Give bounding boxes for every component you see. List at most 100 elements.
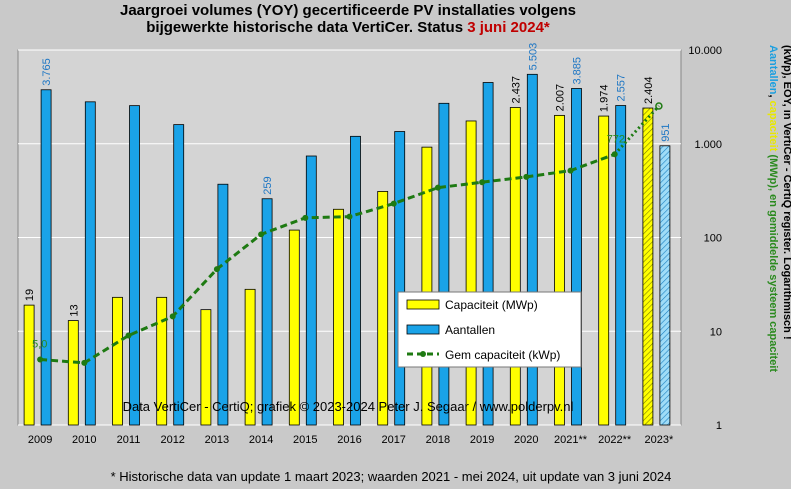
- x-tick-label: 2017: [381, 434, 405, 446]
- count-data-label: 3.885: [572, 57, 584, 85]
- count-bar: [217, 183, 229, 426]
- legend-swatch-avg-marker: [420, 351, 426, 357]
- count-bar: [40, 89, 52, 426]
- count-bar: [173, 124, 185, 426]
- average-capacity-line: [37, 102, 663, 366]
- capacity-bar: [554, 114, 565, 426]
- avg-point: [434, 184, 441, 191]
- legend-label-count: Aantallen: [445, 323, 495, 337]
- avg-point: [302, 214, 309, 221]
- chart-title-date: 3 juni 2024*: [467, 19, 550, 36]
- avg-point: [125, 332, 132, 339]
- capacity-bar: [509, 107, 521, 426]
- avg-data-label: 772: [607, 133, 625, 145]
- capacity-data-label: 2.007: [555, 84, 567, 112]
- avg-point: [169, 313, 176, 320]
- chart-title-line2-text: bijgewerkte historische data VertiCer. S…: [146, 19, 467, 36]
- count-data-label: 2.557: [616, 74, 628, 102]
- y-tick-label: 1.000: [694, 139, 722, 151]
- count-bar: [350, 135, 361, 426]
- y-tick-label: 100: [704, 233, 722, 245]
- legend-label-avg: Gem capaciteit (kWp): [445, 348, 560, 362]
- avg-line-projection: [613, 104, 661, 156]
- count-bar: [261, 198, 273, 426]
- capacity-data-label: 13: [68, 304, 80, 316]
- right-axis-title-line2: (kWp), EOY, in VertiCer - CertiQ registe…: [781, 45, 791, 340]
- avg-point: [523, 173, 530, 180]
- capacity-bar: [244, 288, 256, 426]
- x-axis-ticks: 2009 2010 2011 2012 2013 2014 2015 2016 2017 2018…: [28, 434, 674, 446]
- x-tick-label: 2014: [249, 434, 273, 446]
- right-axis-title-capacity: capaciteit: [767, 101, 779, 152]
- count-bar: [526, 73, 538, 426]
- x-tick-label: 2015: [293, 434, 317, 446]
- legend: Capaciteit (MWp) Aantallen Gem capacitei…: [397, 291, 582, 368]
- y-tick-label: 1: [716, 420, 722, 432]
- capacity-data-label: 2.437: [510, 76, 522, 104]
- count-bar: [394, 131, 406, 426]
- count-bar: [659, 145, 671, 426]
- right-axis-title-line1: Aantallen, capaciteit (MWp), en gemiddel…: [767, 45, 779, 372]
- capacity-bar: [421, 146, 433, 426]
- count-data-label: 5.503: [527, 43, 539, 71]
- x-tick-label: 2018: [426, 434, 450, 446]
- x-tick-label: 2011: [117, 434, 141, 446]
- capacity-data-label: 19: [24, 289, 36, 301]
- count-data-label: 951: [660, 123, 672, 141]
- legend-swatch-capacity: [406, 299, 440, 310]
- data-labels: 19 3.765 5,0 13 259 2.437 5.503 2.007 3.885 1.974…: [24, 43, 672, 351]
- legend-label-capacity: Capaciteit (MWp): [445, 298, 538, 312]
- y-tick-label: 10.000: [688, 45, 722, 57]
- footnote: * Historische data van update 1 maart 20…: [111, 469, 672, 484]
- x-tick-label: 2012: [160, 434, 184, 446]
- capacity-bar: [288, 229, 300, 426]
- avg-point: [655, 102, 663, 110]
- capacity-bar: [112, 296, 123, 426]
- count-bar: [84, 101, 96, 426]
- count-bar: [615, 105, 627, 426]
- avg-point: [258, 231, 265, 238]
- y-tick-label: 10: [710, 326, 722, 338]
- x-tick-label: 2021**: [554, 434, 588, 446]
- capacity-data-label: 2.404: [643, 77, 655, 105]
- avg-point: [81, 359, 88, 366]
- right-axis-title: Aantallen, capaciteit (MWp), en gemiddel…: [767, 45, 791, 372]
- avg-line-segment: [39, 152, 616, 365]
- chart-title-line1: Jaargroei volumes (YOY) gecertificeerde …: [120, 2, 576, 19]
- right-axis-title-sep: ,: [767, 95, 779, 101]
- capacity-bar: [23, 304, 35, 426]
- avg-point: [37, 356, 44, 363]
- x-tick-label: 2010: [72, 434, 96, 446]
- capacity-bar: [333, 208, 344, 426]
- capacity-bar: [465, 120, 477, 426]
- x-tick-label: 2016: [337, 434, 361, 446]
- count-bar: [438, 102, 450, 426]
- capacity-bar: [200, 309, 212, 426]
- count-bar: [305, 155, 317, 426]
- chart-title-line2: bijgewerkte historische data VertiCer. S…: [146, 19, 550, 36]
- capacity-data-label: 1.974: [599, 85, 611, 113]
- count-data-label: 3.765: [41, 58, 53, 86]
- count-bar: [129, 105, 140, 426]
- count-bar: [482, 82, 494, 426]
- capacity-bar: [642, 107, 654, 426]
- bars: [23, 73, 671, 426]
- x-tick-label: 2013: [205, 434, 229, 446]
- avg-point: [346, 213, 353, 220]
- x-tick-label: 2009: [28, 434, 52, 446]
- y-axis-ticks: 1 10 100 1.000 10.000: [688, 45, 722, 432]
- avg-point: [479, 179, 486, 186]
- capacity-bar: [67, 320, 79, 426]
- capacity-bar: [156, 296, 168, 426]
- count-bar: [571, 88, 582, 426]
- right-axis-title-avg: (MWp), en gemiddelde systeem capaciteit: [767, 151, 779, 372]
- avg-point: [213, 266, 220, 273]
- x-tick-label: 2019: [470, 434, 494, 446]
- capacity-bar: [598, 115, 610, 426]
- count-data-label: 259: [262, 176, 274, 194]
- avg-point: [611, 151, 618, 158]
- capacity-bar: [377, 191, 389, 426]
- x-tick-label: 2020: [514, 434, 538, 446]
- x-tick-label: 2022**: [598, 434, 632, 446]
